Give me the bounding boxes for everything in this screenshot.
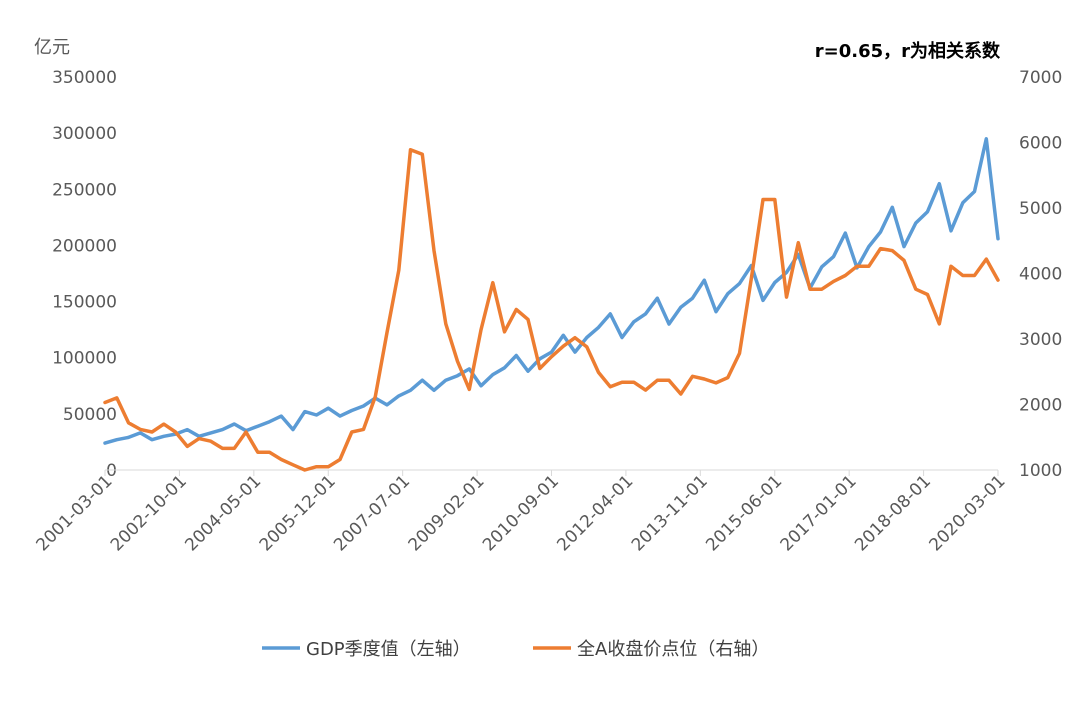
right-tick-label: 3000 [1019, 330, 1062, 350]
left-tick-label: 50000 [63, 405, 117, 425]
legend-label-all-a: 全A收盘价点位（右轴） [577, 639, 769, 660]
right-tick-label: 4000 [1019, 265, 1062, 285]
left-tick-label: 100000 [52, 349, 117, 369]
right-tick-label: 5000 [1019, 199, 1062, 219]
left-axis-ticks: 0 50000 100000 150000 200000 250000 300000 3500… [52, 68, 117, 481]
series-line-gdp [103, 137, 1000, 445]
left-tick-label: 0 [106, 461, 117, 481]
left-tick-label: 150000 [52, 293, 117, 313]
left-tick-label: 300000 [52, 124, 117, 144]
left-tick-label: 350000 [52, 68, 117, 88]
right-tick-label: 6000 [1019, 134, 1062, 154]
series-layer [103, 137, 1000, 472]
correlation-annotation: r=0.65，r为相关系数 [815, 40, 1001, 62]
left-tick-label: 250000 [52, 180, 117, 200]
legend: GDP季度值（左轴） 全A收盘价点位（右轴） [262, 639, 769, 660]
right-tick-label: 7000 [1019, 68, 1062, 88]
right-tick-label: 2000 [1019, 396, 1062, 416]
right-tick-label: 1000 [1019, 461, 1062, 481]
right-axis-ticks: 1000 2000 3000 4000 5000 6000 7000 [1019, 68, 1062, 481]
left-tick-label: 200000 [52, 236, 117, 256]
left-axis-unit-label: 亿元 [34, 37, 70, 58]
series-line-all-a [103, 147, 1000, 472]
legend-label-gdp: GDP季度值（左轴） [306, 639, 471, 660]
